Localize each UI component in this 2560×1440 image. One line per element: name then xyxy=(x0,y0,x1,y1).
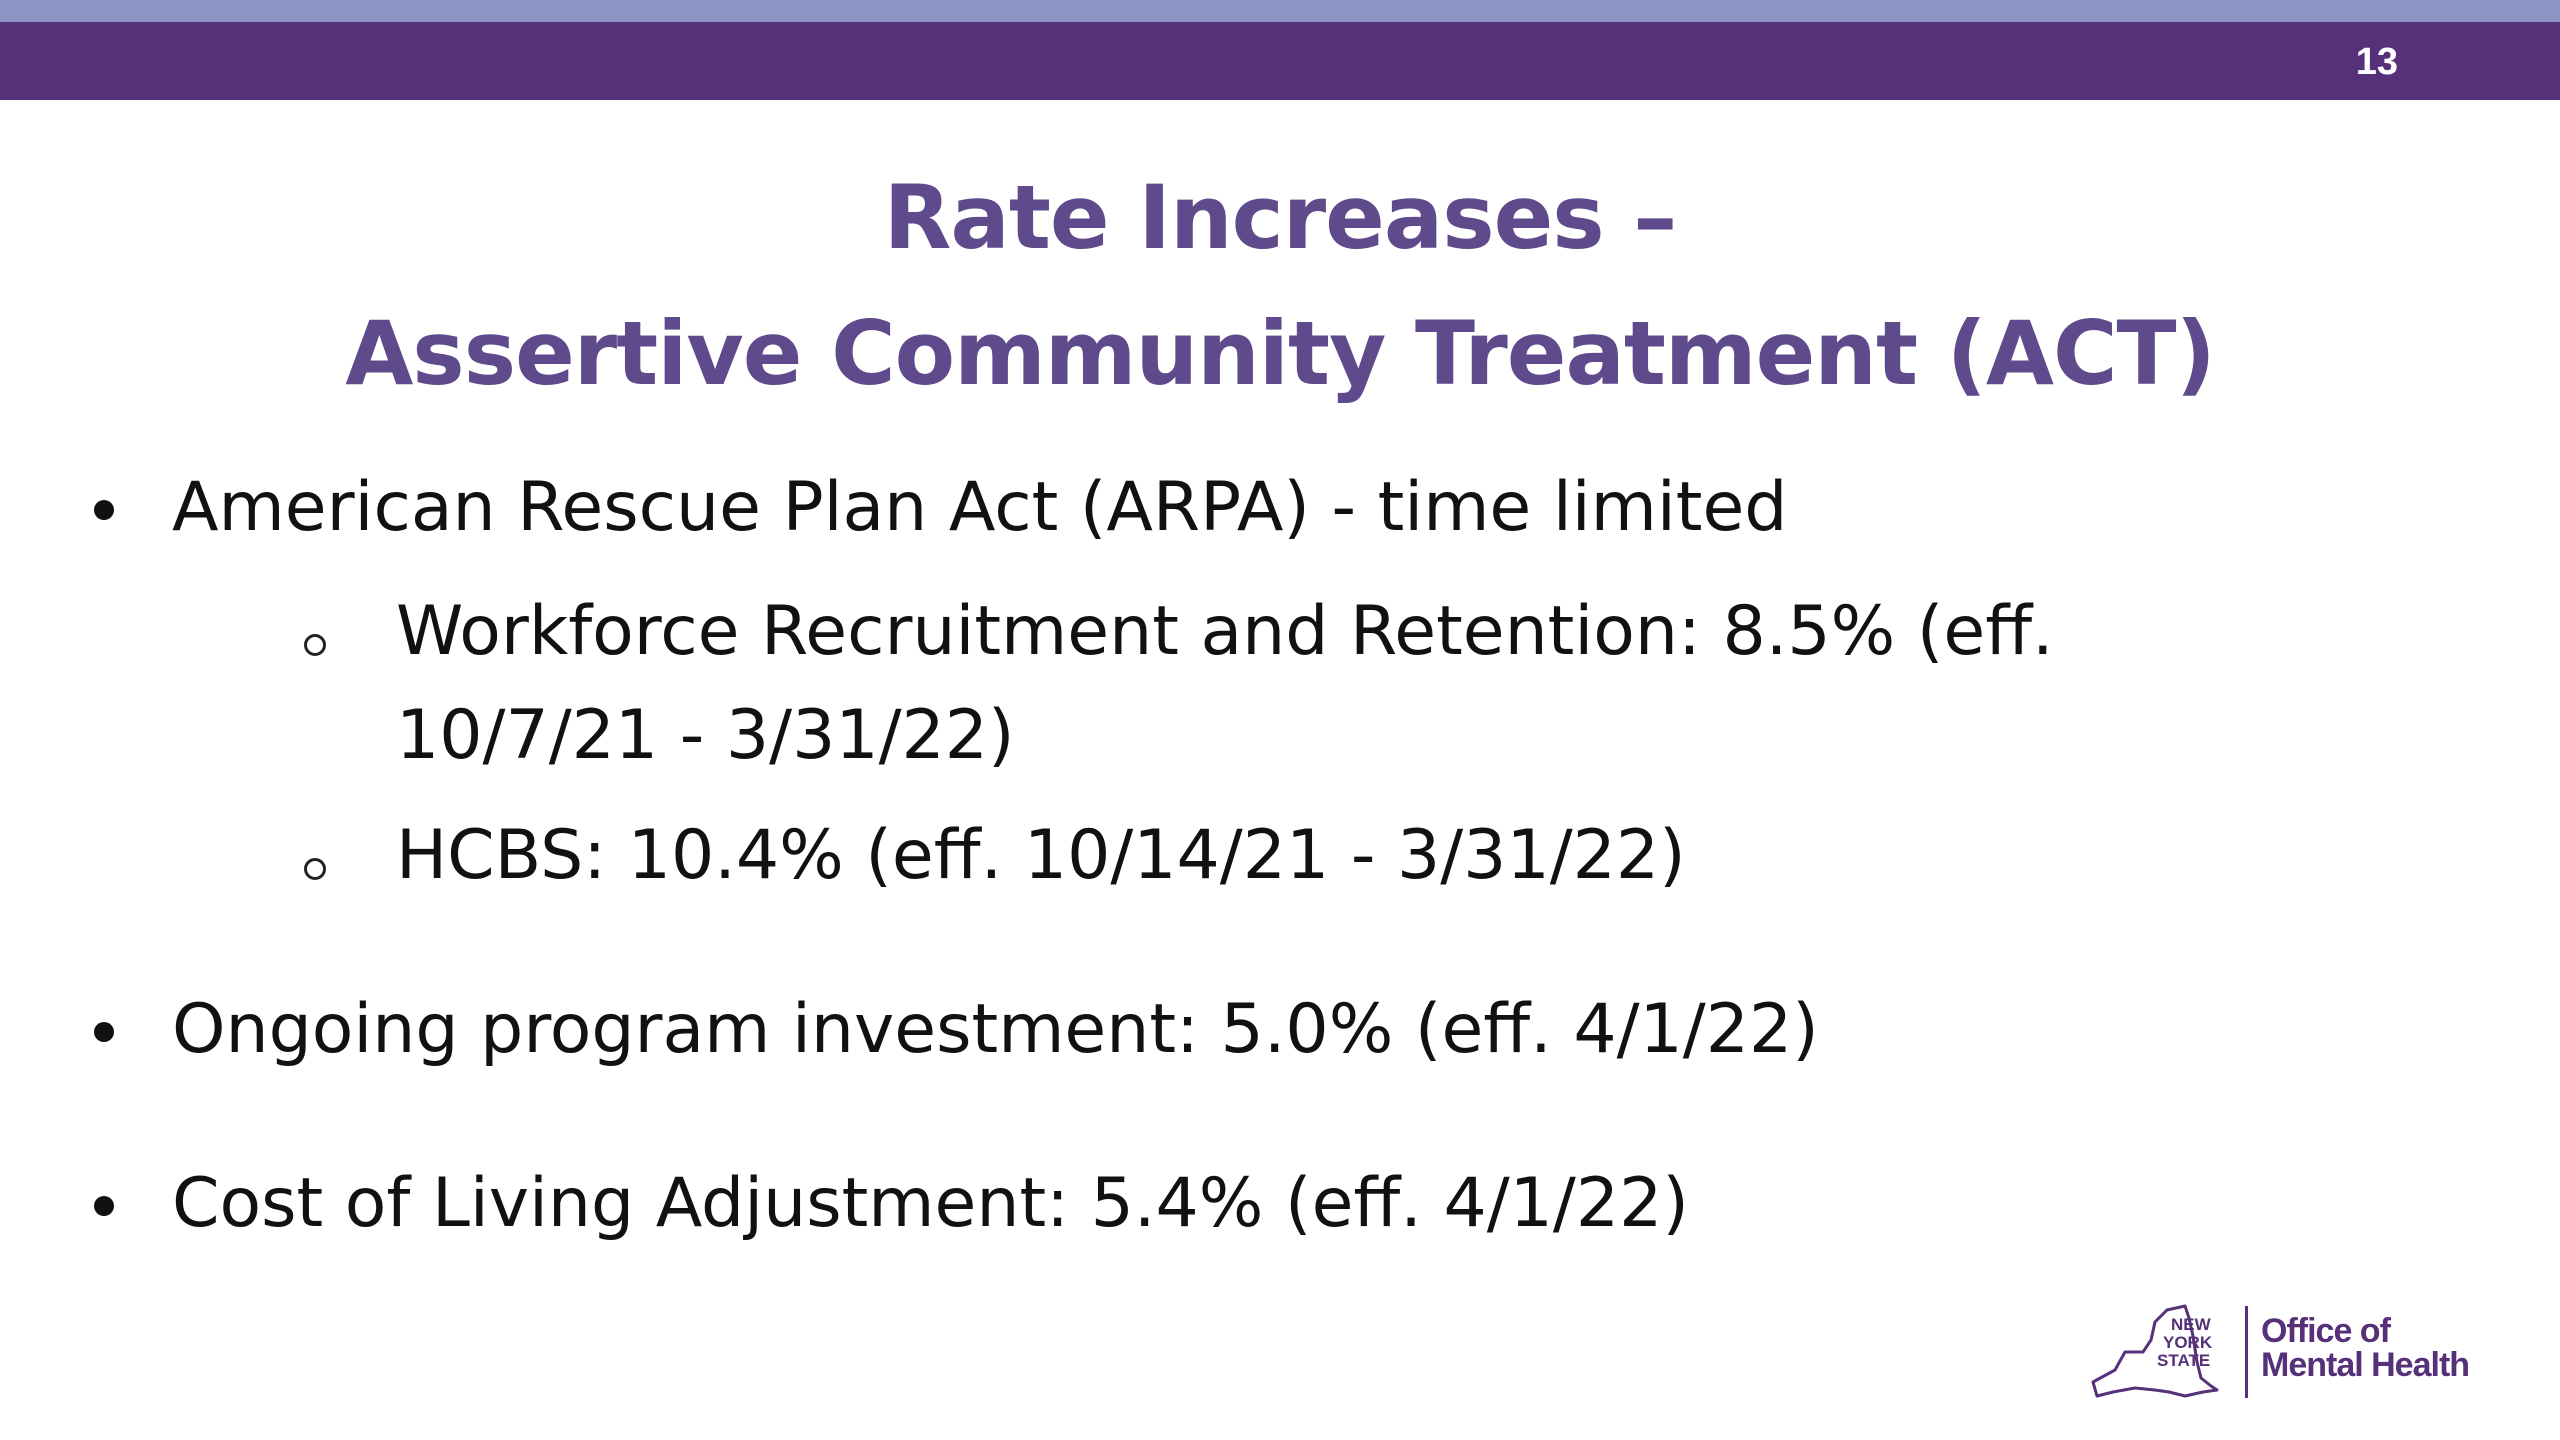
sub-bullet-marker xyxy=(304,634,326,656)
omh-logo: NEW YORK STATE Office of Mental Health xyxy=(2085,1300,2475,1410)
logo-org-line-1: Office of xyxy=(2261,1312,2391,1350)
sub-bullet-hcbs: HCBS: 10.4% (eff. 10/14/21 - 3/31/22) xyxy=(396,816,1686,895)
sub-bullet-workforce-line-1: Workforce Recruitment and Retention: 8.5… xyxy=(396,592,2054,671)
bullet-ongoing-investment: Ongoing program investment: 5.0% (eff. 4… xyxy=(172,990,1819,1069)
bullet-marker xyxy=(94,1022,114,1042)
bullet-marker xyxy=(94,500,114,520)
logo-org-line-2: Mental Health xyxy=(2261,1346,2470,1384)
logo-divider xyxy=(2245,1306,2248,1398)
logo-org-name: Office of Mental Health xyxy=(2261,1312,2470,1384)
bullet-arpa: American Rescue Plan Act (ARPA) - time l… xyxy=(172,468,1788,547)
slide-title-line-2: Assertive Community Treatment (ACT) xyxy=(345,302,2216,405)
slide-title-line-1: Rate Increases – xyxy=(883,166,1678,269)
bullet-cola: Cost of Living Adjustment: 5.4% (eff. 4/… xyxy=(172,1164,1689,1243)
slide-number: 13 xyxy=(2355,41,2398,83)
svg-text:YORK: YORK xyxy=(2163,1333,2213,1352)
new-york-state-logo-icon: NEW YORK STATE xyxy=(2091,1304,2219,1398)
sub-bullet-workforce-line-2: 10/7/21 - 3/31/22) xyxy=(396,696,1015,775)
svg-text:NEW: NEW xyxy=(2171,1315,2212,1334)
slide-title: Rate Increases – Assertive Community Tre… xyxy=(0,150,2560,422)
svg-text:STATE: STATE xyxy=(2157,1351,2210,1370)
bullet-marker xyxy=(94,1196,114,1216)
header-bar xyxy=(0,22,2560,100)
sub-bullet-marker xyxy=(304,858,326,880)
header-accent-stripe xyxy=(0,0,2560,22)
